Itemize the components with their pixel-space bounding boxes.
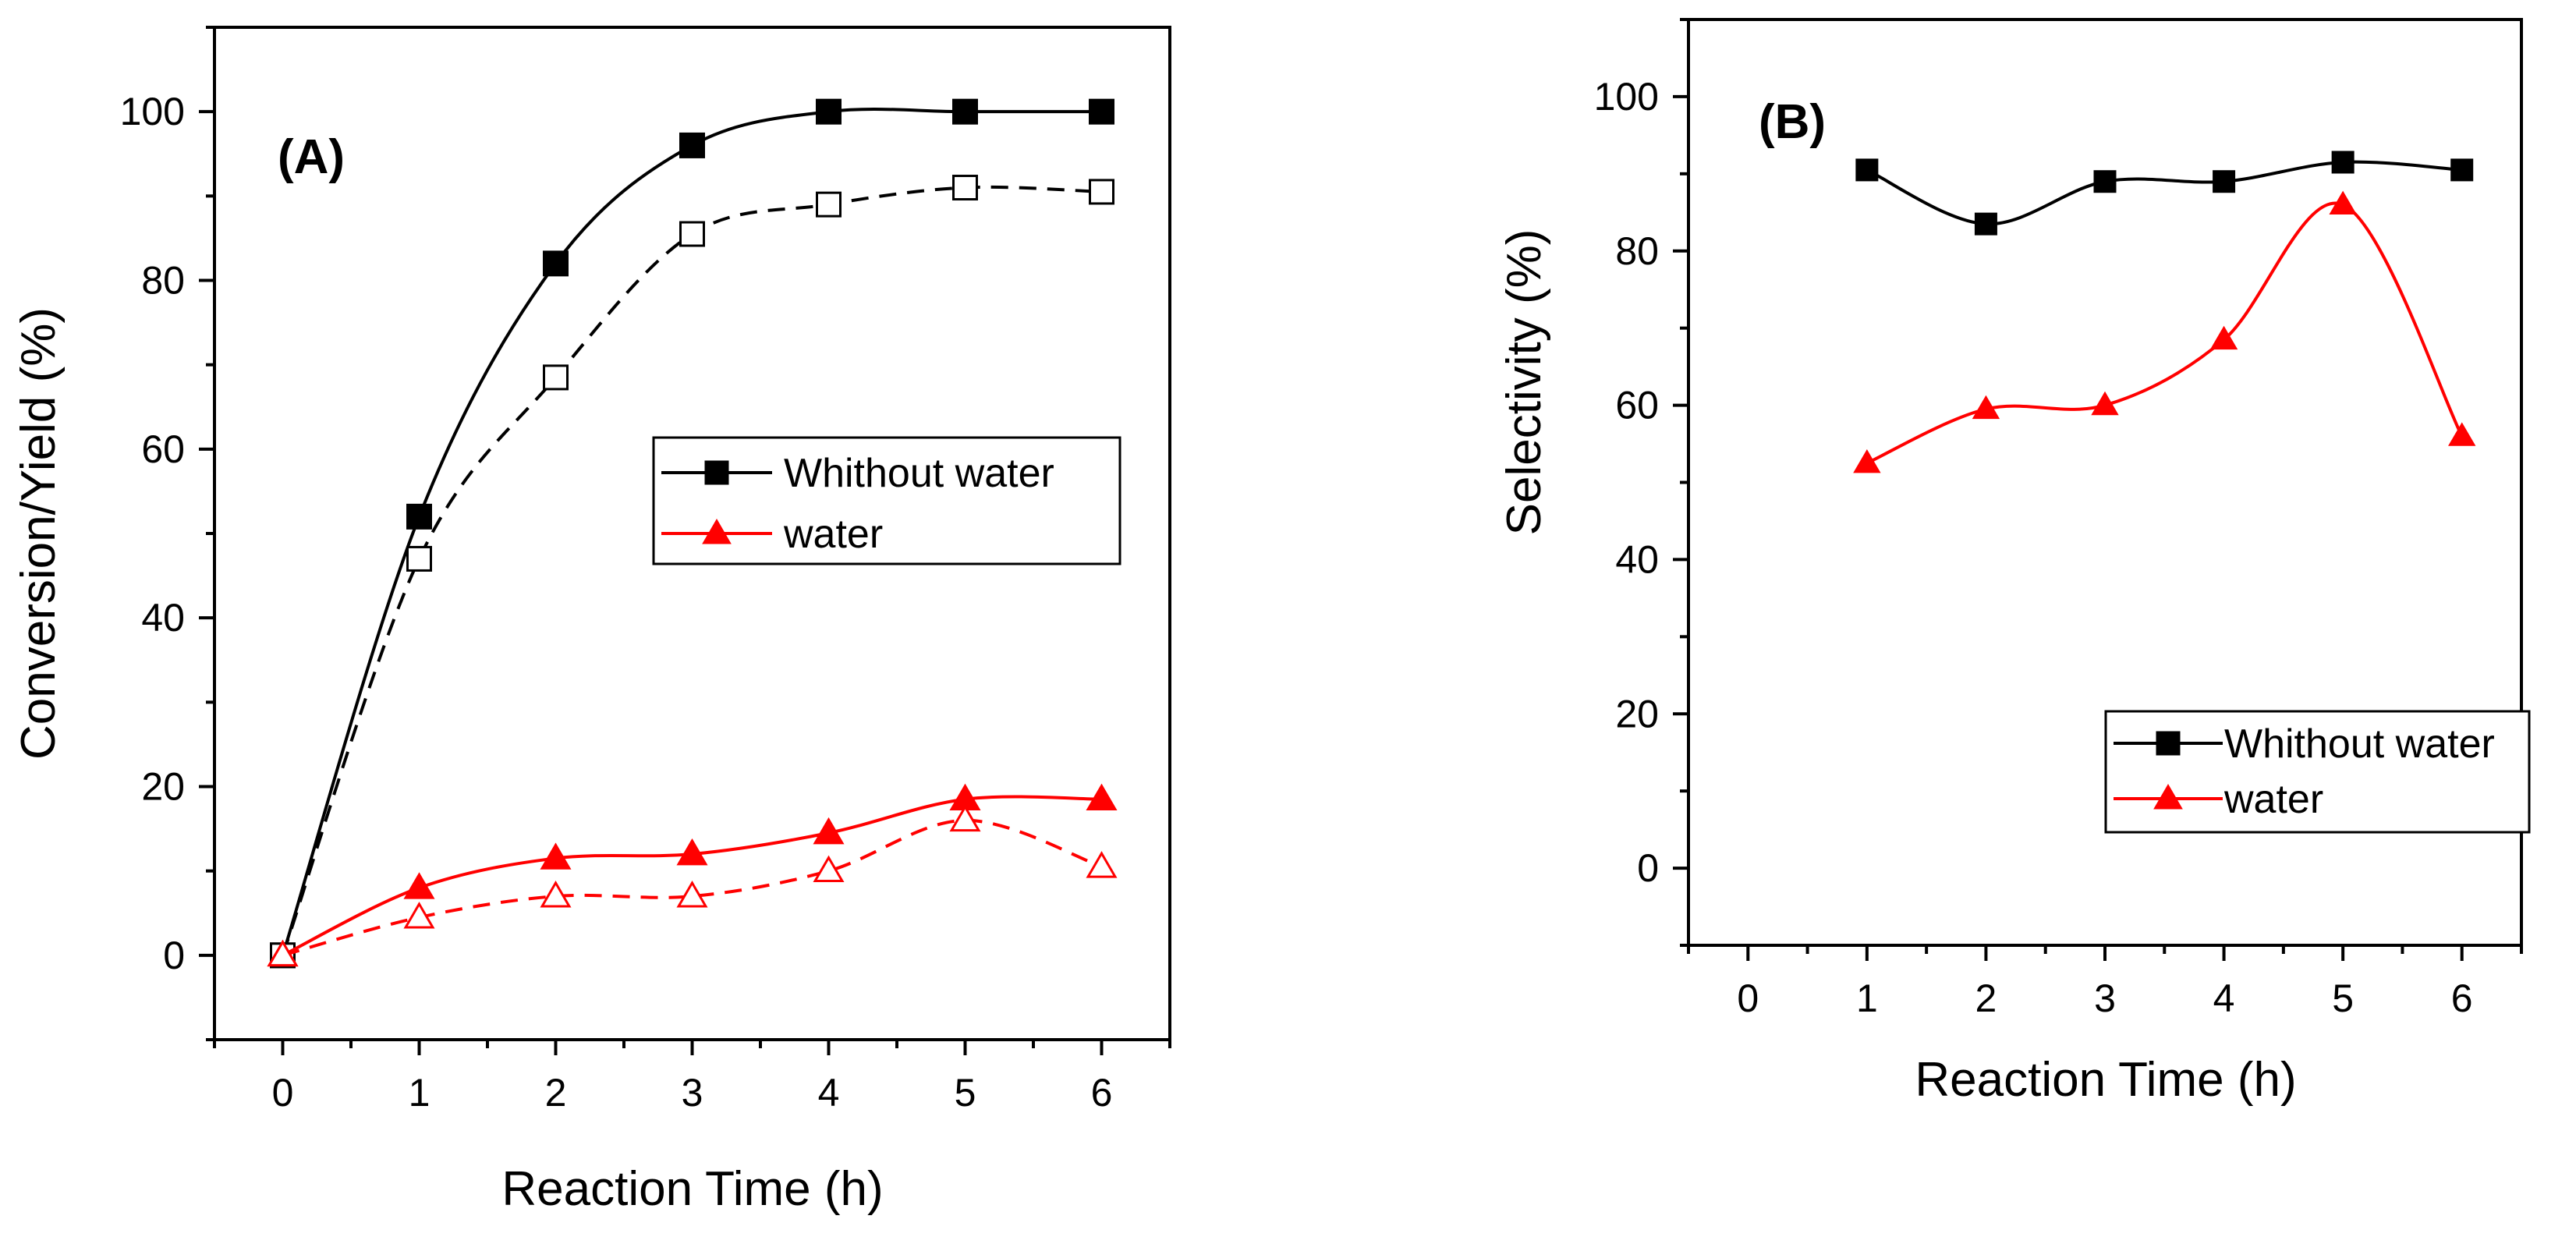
panel-a-x-tick-label: 1 [409,1071,431,1115]
panel-a-series-line [281,107,1102,956]
panel-a-data-point [1089,98,1114,125]
panel-a-x-tick-label: 6 [1091,1071,1113,1115]
panel-b-x-tick-label: 5 [2332,976,2354,1020]
panel-a-data-point [676,838,708,866]
panel-b-y-axis-title: Selectivity (%) [1497,229,1551,536]
panel-b-legend-label: Whithout water [2224,721,2495,767]
panel-a-legend-marker [702,519,732,544]
panel-a-data-point [543,250,569,277]
panel-b-y-tick-label: 0 [1637,846,1659,890]
panel-a-y-tick-label: 0 [163,934,185,977]
panel-a-legend-label: Whithout water [784,451,1054,496]
panel-b-data-point [2213,170,2236,193]
panel-a-x-tick-label: 3 [682,1071,703,1115]
panel-a-legend-box [652,436,1121,565]
panel-b-data-point [2209,325,2238,350]
panel-b-y-tick-label: 60 [1615,384,1659,427]
panel-a-y-tick-label: 40 [141,596,185,640]
panel-b-data-point [1974,212,1997,236]
panel-a-data-point [813,817,845,845]
panel-a-x-axis-title: Reaction Time (h) [501,1162,883,1216]
panel-b-data-point [2448,422,2476,446]
panel-a-x-tick-label: 0 [272,1071,294,1115]
panel-b-legend-marker [2156,731,2181,756]
panel-b-data-point [1853,448,1881,473]
panel-a-y-tick-label: 100 [120,90,185,133]
panel-a-data-point [1086,851,1118,878]
panel-a-data-point [540,881,572,908]
panel-a-data-point [406,503,432,530]
panel-b-label: (B) [1759,95,1826,149]
panel-a-x-tick-label: 4 [818,1071,840,1115]
panel-a-data-point [267,939,299,967]
panel-b-x-tick-label: 0 [1737,976,1759,1020]
panel-b-data-point [2450,158,2474,182]
panel-a-data-point [816,191,842,218]
panel-a-data-point [540,842,572,870]
panel-b-x-tick-label: 6 [2451,976,2473,1020]
panel-a-y-axis-title: Conversion/Yield (%) [12,307,66,760]
panel-a-data-point [679,221,705,247]
panel-a-data-point [952,98,978,125]
panel-a-data-point [813,855,845,882]
panel-b-marks [1853,151,2476,473]
panel-a-data-point [403,902,435,929]
panel-a-data-point [949,804,981,832]
panel-b-y-tick-label: 100 [1594,75,1659,119]
panel-b-x-tick-label: 1 [1856,976,1878,1020]
panel-a-x-tick-label: 2 [545,1071,567,1115]
panel-a-legend-label: water [783,512,883,557]
panel-a-data-point [403,872,435,899]
panel-b-data-point [2091,391,2119,416]
panel-b-y-tick-label: 20 [1615,692,1659,735]
panel-b-y-tick-label: 80 [1615,229,1659,273]
panel-b-x-tick-label: 4 [2213,976,2235,1020]
panel-a-series-line [281,185,1102,956]
panel-b-legend: Whithout water water [2104,710,2531,834]
panel-b-data-point [2093,170,2117,193]
panel-b-data-point [1972,395,2000,420]
panel-a-legend-marker [704,460,729,485]
panel-a-data-point [816,98,842,125]
panel-b-data-point [2329,190,2357,215]
panel-a-x-tick-label: 5 [955,1071,976,1115]
panel-a-y-tick-label: 20 [141,765,185,809]
panel-b-x-axis-title: Reaction Time (h) [1915,1053,2296,1107]
panel-a-data-point [676,881,708,908]
panel-a-data-point [952,175,978,201]
panel-a-data-point [406,545,432,572]
panel-b-legend-marker [2153,784,2183,810]
panel-a-y-tick-label: 60 [141,427,185,471]
panel-a-y-tick-label: 80 [141,259,185,303]
panel-a-data-point [1089,179,1114,205]
panel-a-data-point [1086,783,1118,811]
panel-a-data-point [679,132,705,158]
panel-b-x-tick-label: 2 [1975,976,1997,1020]
panel-a-label: (A) [278,130,345,184]
panel-b-x-tick-label: 3 [2094,976,2116,1020]
panel-b-data-point [2331,151,2355,174]
panel-a-legend: Whithout water water [652,436,1121,565]
panel-b-data-point [1855,158,1879,182]
panel-a-data-point [543,364,569,391]
panel-a-marks [267,98,1118,969]
panel-b-y-tick-label: 40 [1615,537,1659,581]
panel-b-legend-label: water [2223,777,2323,822]
